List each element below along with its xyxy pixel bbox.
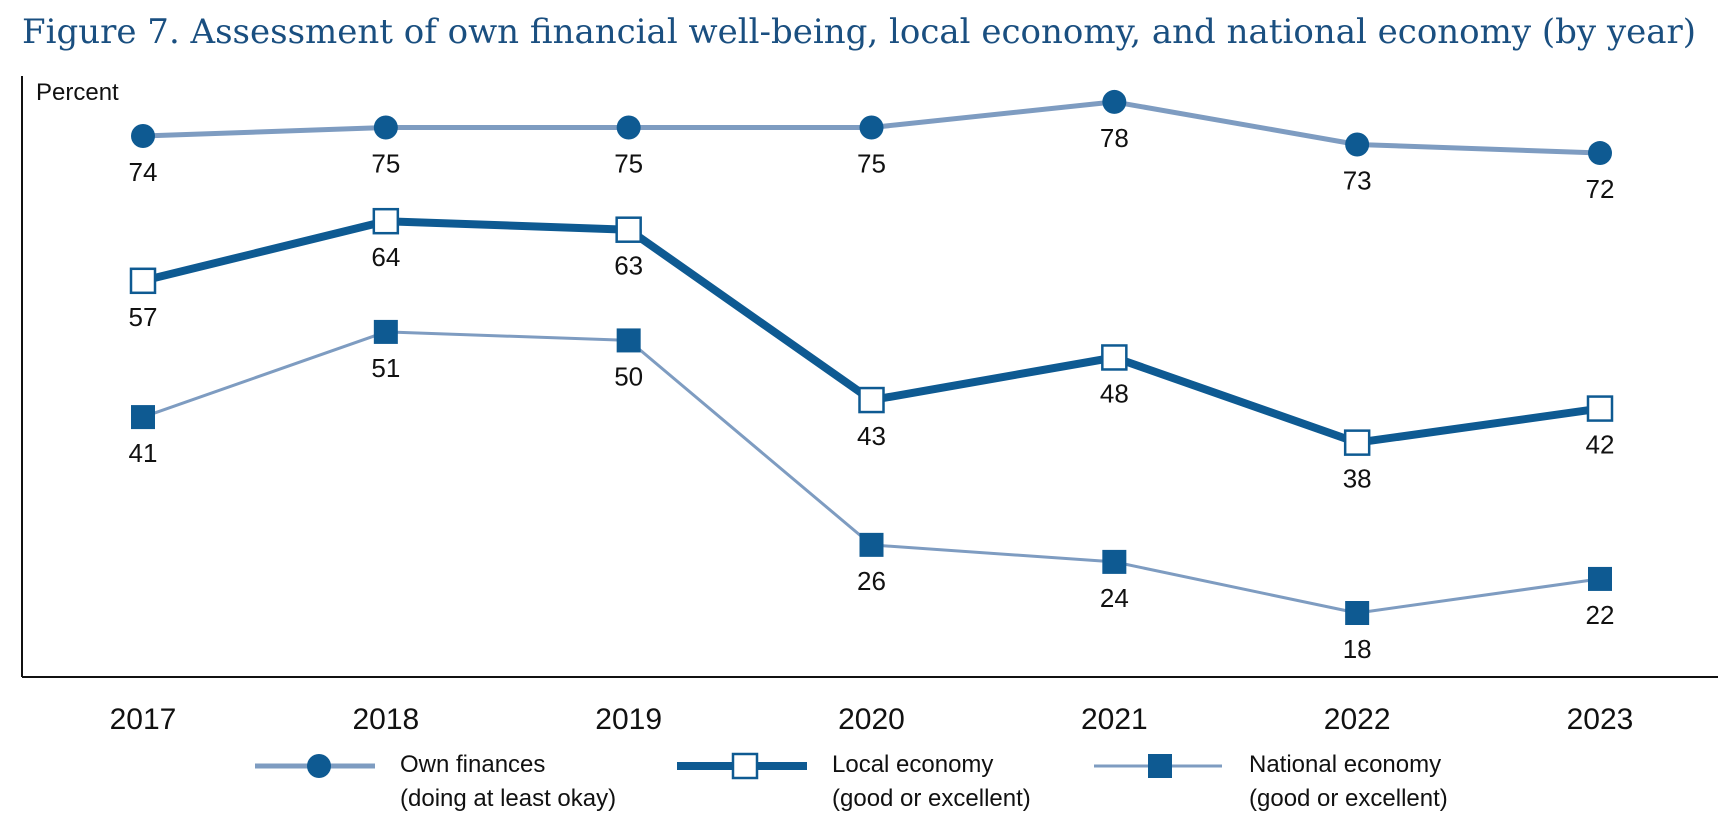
series-open-square: 57 64 63 43 48 38 42: [129, 207, 1615, 494]
data-label: 38: [1343, 464, 1372, 494]
chart-title: Figure 7. Assessment of own financial we…: [22, 12, 1697, 52]
data-point-filled-square: [1345, 601, 1370, 625]
data-point-filled-circle: [616, 115, 641, 140]
data-point-filled-circle: [1345, 132, 1370, 157]
legend-label-local-economy: Local economy (good or excellent): [832, 751, 1031, 812]
data-label: 75: [371, 148, 400, 178]
data-label: 43: [857, 421, 886, 451]
legend-label-own-finances: Own finances (doing at least okay): [400, 751, 617, 812]
data-point-open-square: [615, 216, 642, 243]
x-tick-label: 2021: [1081, 703, 1148, 736]
data-label: 73: [1343, 166, 1372, 196]
data-point-open-square: [372, 207, 400, 235]
series-filled-square: 41 51 50 26 24 18 22: [129, 319, 1615, 664]
data-label: 26: [857, 566, 886, 596]
data-label: 48: [1100, 378, 1129, 408]
data-label: 57: [129, 302, 158, 332]
legend-key-filled-circle: [255, 754, 375, 778]
data-label: 50: [614, 361, 643, 391]
data-point-open-square: [1586, 395, 1614, 422]
x-tick-label: 2020: [838, 703, 905, 736]
data-point-filled-square: [1102, 549, 1127, 574]
x-tick-label: 2019: [595, 703, 662, 736]
data-point-filled-circle: [1588, 141, 1612, 166]
x-tick-label: 2018: [352, 703, 419, 736]
data-label: 51: [371, 353, 400, 383]
data-label: 18: [1343, 634, 1372, 664]
legend-key-open-square: [677, 752, 807, 780]
data-label: 74: [129, 157, 158, 187]
data-point-filled-circle: [373, 115, 398, 140]
y-axis-label: Percent: [36, 79, 119, 106]
data-label: 42: [1586, 430, 1615, 460]
data-label: 41: [129, 438, 158, 468]
data-label: 75: [857, 148, 886, 178]
data-label: 72: [1586, 174, 1615, 204]
data-point-filled-circle: [131, 124, 155, 148]
legend: Own finances (doing at least okay) Local…: [0, 746, 1732, 822]
data-point-filled-square: [1588, 566, 1612, 591]
data-label: 64: [371, 242, 400, 272]
data-label: 78: [1100, 123, 1129, 153]
data-point-filled-square: [616, 328, 641, 353]
legend-label-national-economy: National economy (good or excellent): [1249, 751, 1448, 812]
data-point-filled-square: [859, 532, 884, 557]
x-tick-label: 2017: [110, 703, 177, 736]
data-point-filled-circle: [859, 115, 884, 140]
x-tick-label: 2023: [1567, 703, 1634, 736]
data-label: 75: [614, 148, 643, 178]
data-point-filled-circle: [1102, 89, 1127, 114]
line-chart: Percent 74 75 75 75 78 73 72 57 64 63 43 48 38 42 41 51…: [21, 76, 1718, 736]
x-tick-label: 2022: [1324, 703, 1391, 736]
data-label: 24: [1100, 583, 1129, 613]
data-label: 63: [614, 251, 643, 281]
data-point-open-square: [1343, 429, 1371, 456]
data-point-filled-square: [131, 405, 155, 430]
data-point-open-square: [858, 386, 885, 414]
legend-key-filled-square: [1094, 754, 1222, 778]
data-label: 22: [1586, 600, 1615, 630]
series-filled-circle: 74 75 75 75 78 73 72: [129, 89, 1615, 204]
data-point-open-square: [1101, 344, 1128, 371]
data-point-open-square: [129, 267, 157, 295]
data-point-filled-square: [373, 319, 398, 344]
